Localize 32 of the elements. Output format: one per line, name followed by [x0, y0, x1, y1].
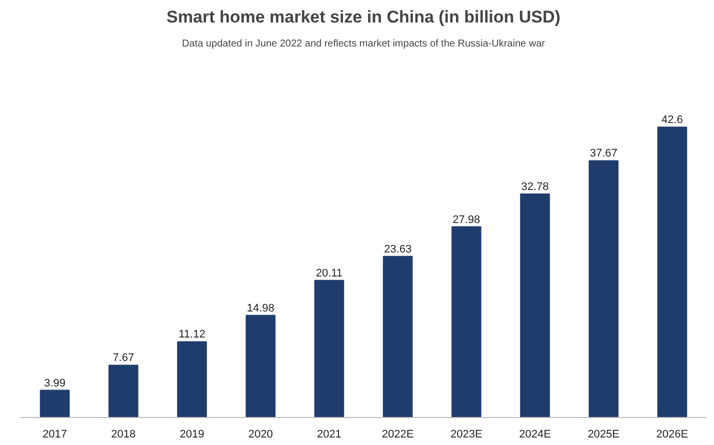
x-tick-label: 2023E — [450, 428, 482, 440]
x-tick-label: 2024E — [519, 428, 551, 440]
chart-subtitle: Data updated in June 2022 and reflects market impacts of the Russia-Ukraine war — [182, 38, 546, 50]
x-tick-label: 2025E — [588, 428, 620, 440]
bar — [382, 256, 413, 418]
x-tick-label: 2019 — [180, 428, 204, 440]
bar — [108, 364, 138, 418]
bar — [520, 194, 550, 418]
x-tick-label: 2021 — [316, 428, 342, 440]
data-label: 32.78 — [521, 181, 549, 194]
bar — [314, 280, 344, 418]
data-label: 3.99 — [44, 377, 66, 390]
x-tick-label: 2026E — [656, 428, 688, 440]
bar — [246, 314, 276, 418]
bar — [588, 160, 619, 418]
x-tick-label: 2020 — [248, 428, 273, 440]
data-label: 37.67 — [590, 148, 618, 160]
bar — [40, 390, 70, 418]
bar — [451, 226, 482, 418]
x-tick-label: 2018 — [111, 428, 136, 440]
data-label: 20.11 — [316, 267, 343, 280]
x-tick-label: 2017 — [42, 428, 68, 440]
data-label: 11.12 — [178, 328, 206, 341]
bar — [657, 126, 688, 418]
data-label: 23.63 — [384, 243, 412, 256]
data-label: 7.67 — [112, 352, 134, 364]
x-tick-label: 2022E — [382, 428, 414, 440]
bar — [177, 341, 207, 418]
data-label: 42.6 — [661, 114, 683, 126]
data-label: 27.98 — [452, 214, 480, 226]
data-label: 14.98 — [246, 302, 274, 314]
chart-title: Smart home market size in China (in billion USD) — [166, 8, 560, 26]
